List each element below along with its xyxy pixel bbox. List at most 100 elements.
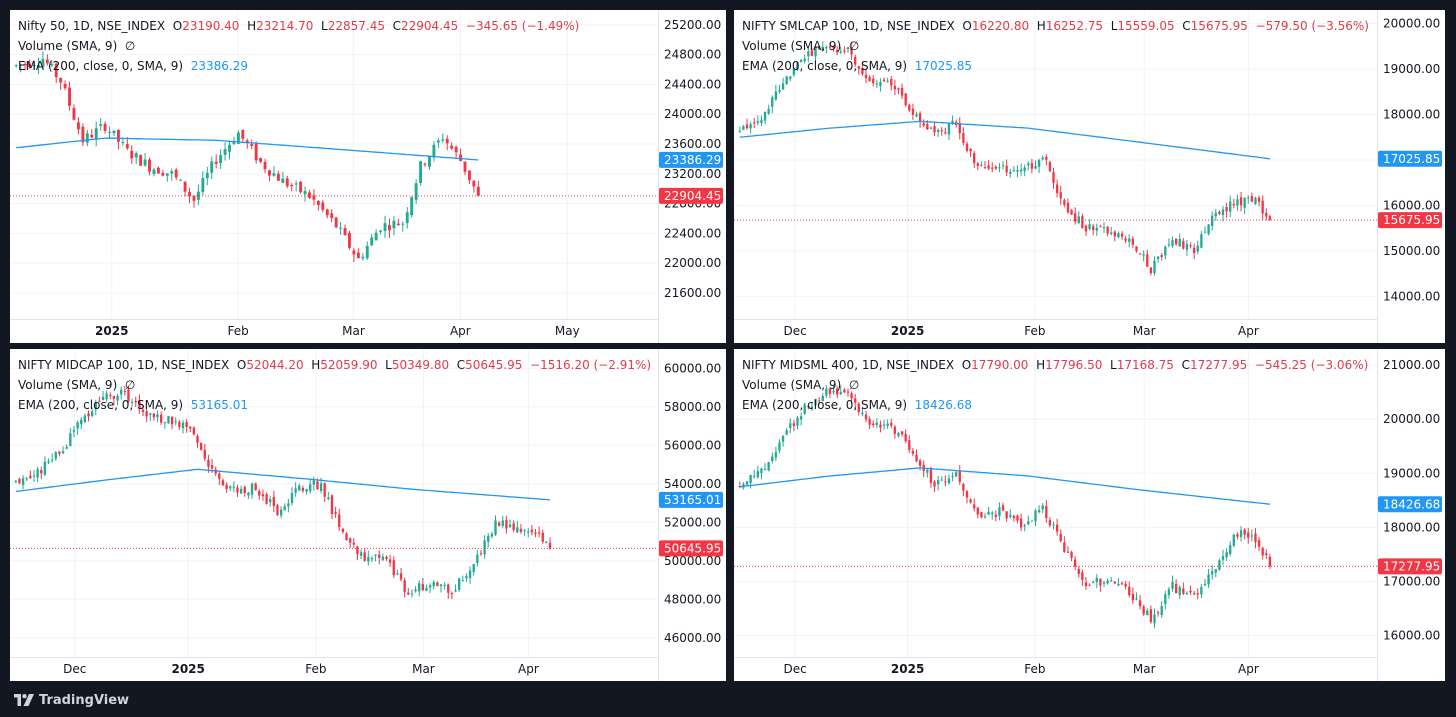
candle-body (1214, 212, 1217, 217)
candle-body (1200, 586, 1203, 595)
chart-canvas[interactable]: 20000.0019000.0018000.0017000.0016000.00… (734, 10, 1445, 343)
candle-body (468, 570, 472, 579)
candle-body (112, 130, 116, 134)
candle-body (785, 76, 788, 85)
candle-body (1243, 529, 1246, 535)
candle-body (14, 481, 17, 483)
y-tick-label: 21000.00 (1383, 358, 1440, 372)
candle-body (882, 79, 886, 82)
candle-body (1095, 227, 1098, 231)
candle-body (76, 422, 79, 429)
candle-body (774, 91, 778, 100)
candle-body (1182, 241, 1185, 249)
candle-body (63, 83, 67, 89)
chart-pane-nifty50[interactable]: 25200.00 24800.00 24400.00 24000.00 23600.00… (10, 10, 726, 343)
candle-body (756, 121, 760, 123)
candle-body (80, 419, 83, 425)
candle-body (479, 553, 483, 555)
candle-body (41, 59, 45, 68)
candle-body (152, 169, 156, 175)
candle-body (846, 47, 850, 50)
candle-body (463, 161, 467, 172)
ema-line (15, 468, 551, 501)
candle-body (418, 583, 421, 592)
chart-canvas[interactable]: 25200.00 24800.00 24400.00 24000.00 23600.00… (10, 10, 726, 343)
candle-body (886, 80, 889, 82)
y-tick-label: 24400.00 (664, 77, 721, 91)
candle-body (1254, 533, 1257, 543)
candle-body (994, 514, 998, 517)
candle-body (1236, 534, 1239, 537)
candle-body (472, 563, 475, 573)
y-tick-label: 50000.00 (664, 554, 721, 568)
candle-body (1073, 559, 1077, 567)
candle-body (951, 120, 954, 124)
candle-body (214, 161, 218, 164)
candle-body (1048, 520, 1052, 526)
candle-body (330, 495, 334, 514)
tradingview-footer[interactable]: TradingView (14, 689, 129, 711)
candle-body (814, 398, 817, 406)
candle-body (305, 489, 308, 492)
candle-body (530, 529, 534, 533)
candle-body (123, 390, 127, 392)
candle-body (361, 256, 365, 259)
candle-body (1088, 584, 1091, 586)
candle-body (1207, 574, 1210, 585)
candle-body (1229, 201, 1232, 212)
candle-body (285, 178, 289, 187)
candle-body (1124, 238, 1127, 241)
candle-body (1030, 520, 1034, 522)
candle-body (1192, 593, 1196, 595)
chart-pane-smallcap100[interactable]: 20000.0019000.0018000.0017000.0016000.00… (734, 10, 1445, 343)
chart-canvas[interactable]: 21000.00 20000.00 19000.00 18000.00 17000.00… (734, 349, 1445, 681)
chart-canvas[interactable]: 60000.00 58000.00 56000.00 54000.00 52000.00… (10, 349, 726, 681)
ema-line (739, 120, 1270, 160)
candle-body (512, 523, 515, 530)
candle-body (476, 554, 479, 563)
candle-body (178, 421, 181, 427)
candle-body (875, 83, 879, 85)
y-tick-label: 17000.00 (1383, 574, 1440, 588)
candle-body (148, 159, 151, 172)
candle-body (1099, 578, 1102, 586)
last-price-badge-bg (659, 540, 723, 557)
chart-pane-midcap100[interactable]: 60000.00 58000.00 56000.00 54000.00 52000.00… (10, 349, 726, 681)
candle-body (232, 142, 236, 144)
candle-body (1225, 207, 1228, 212)
candle-body (199, 443, 203, 450)
candle-body (890, 422, 893, 426)
chart-pane-midsml400[interactable]: 21000.00 20000.00 19000.00 18000.00 17000.00… (734, 349, 1445, 681)
candle-body (778, 442, 781, 451)
candle-body (50, 459, 54, 461)
candle-body (54, 452, 57, 459)
y-tick-label: 46000.00 (664, 631, 721, 645)
candle-body (771, 456, 774, 462)
candle-body (69, 433, 72, 447)
candle-body (1268, 216, 1272, 221)
x-tick-label: Apr (450, 324, 471, 338)
candle-body (1156, 612, 1160, 614)
y-tick-label: 58000.00 (664, 400, 721, 414)
candle-body (196, 191, 200, 200)
candle-body (850, 393, 853, 399)
candle-body (268, 170, 271, 176)
candle-body (365, 245, 369, 259)
candle-body (109, 394, 112, 397)
candle-body (1167, 244, 1171, 246)
candle-body (828, 388, 832, 394)
candle-body (1146, 610, 1149, 616)
candle-body (283, 506, 286, 511)
candle-body (1153, 260, 1156, 274)
candle-body (893, 426, 897, 434)
candle-body (174, 421, 177, 423)
candle-body (83, 415, 87, 422)
candle-body (134, 153, 138, 158)
candle-body (1247, 532, 1250, 538)
x-tick-label: 2025 (891, 324, 924, 338)
y-tick-label: 20000.00 (1383, 412, 1440, 426)
candle-body (403, 580, 406, 592)
candle-body (1250, 535, 1254, 537)
candle-body (548, 542, 552, 549)
candle-body (1156, 256, 1160, 259)
